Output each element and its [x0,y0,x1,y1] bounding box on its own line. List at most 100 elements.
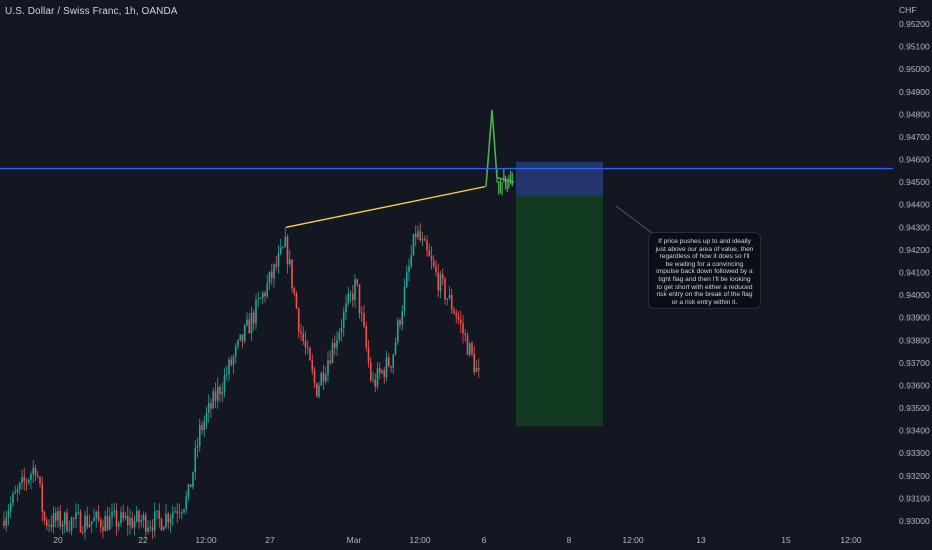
candle-body [178,513,181,514]
candle-body [198,425,201,447]
candle-body [241,334,244,342]
candle-body [43,512,46,521]
candle-body [156,510,158,512]
candle-body [266,282,269,297]
annotation-note[interactable]: If price pushes up to and ideally just a… [648,232,761,309]
y-tick-label: 0.94700 [899,132,930,142]
profit-target-zone [516,195,603,427]
projection-path [485,109,515,187]
candle-body [32,467,35,474]
candle-body [68,530,71,532]
y-tick-label: 0.93900 [899,313,930,323]
candle-body [320,372,323,386]
candle-body [12,493,14,504]
candle-body [239,334,242,341]
candle-body [338,332,341,340]
candle-body [363,313,365,327]
candle-body [97,511,100,520]
candle-body [88,523,91,527]
candle-body [385,357,388,378]
candle-body [122,512,125,519]
candle-body [196,446,199,448]
x-tick-label: Mar [347,535,362,545]
candle-body [41,483,44,513]
candle-body [14,492,17,494]
y-tick-label: 0.93100 [899,493,930,503]
candle-body [349,293,352,295]
candle-body [174,511,176,513]
candle-body [45,520,48,526]
candle-body [417,231,419,238]
candle-body [291,259,293,289]
candle-body [376,368,379,387]
y-tick-label: 0.93400 [899,426,930,436]
candle-body [81,532,84,533]
candle-body [441,273,444,279]
y-tick-label: 0.93200 [899,471,930,481]
candle-body [455,313,458,317]
candle-body [396,320,399,343]
x-tick-label: 12:00 [840,535,862,545]
candle-body [468,343,471,355]
candle-body [171,512,174,519]
candle-body [61,524,64,527]
candle-body [255,299,257,324]
candle-body [138,510,140,523]
candle-body [77,511,80,513]
y-tick-label: 0.94900 [899,87,930,97]
candle-body [21,476,23,484]
y-tick-label: 0.94600 [899,155,930,165]
candle-body [273,264,275,279]
candle-body [410,255,413,266]
candle-body [414,233,417,238]
candle-body [219,387,221,395]
candle-body [149,526,152,528]
candle-body [63,512,66,525]
candle-body [342,312,345,328]
candle-body [331,342,334,364]
candle-body [412,233,415,256]
candle-body [311,360,314,371]
y-tick-label: 0.95000 [899,64,930,74]
candle-body [108,516,111,530]
stop-loss-zone [516,161,603,196]
candle-body [3,521,5,527]
candle-body [464,333,467,336]
candle-body [180,511,183,514]
candle-body [23,476,26,482]
candle-body [106,516,109,530]
candle-body [462,323,464,334]
candle-body [477,367,480,370]
candle-body [394,342,397,355]
candle-body [183,509,185,512]
candle-body [234,346,237,357]
candle-body [390,366,392,368]
candle-body [99,519,102,528]
candle-body [365,326,368,348]
candle-body [232,356,235,365]
candle-body [194,447,197,473]
candle-body [225,374,228,376]
candle-body [129,518,131,526]
candle-body [306,347,309,349]
candle-body [435,266,437,273]
candle-body [284,236,287,247]
candle-body [207,403,210,413]
candle-body [428,250,431,257]
candle-body [201,425,203,430]
candle-body [25,481,28,483]
candle-body [324,374,327,382]
y-tick-label: 0.94200 [899,245,930,255]
candle-body [257,298,260,300]
y-tick-label: 0.93000 [899,516,930,526]
y-tick-label: 0.93600 [899,381,930,391]
x-tick-label: 20 [53,535,63,545]
candle-body [475,367,478,373]
x-tick-label: 12:00 [195,535,217,545]
y-tick-label: 0.95100 [899,42,930,52]
x-tick-label: 12:00 [622,535,644,545]
candle-body [79,511,82,533]
candle-body [403,286,406,312]
candle-body [293,288,296,294]
